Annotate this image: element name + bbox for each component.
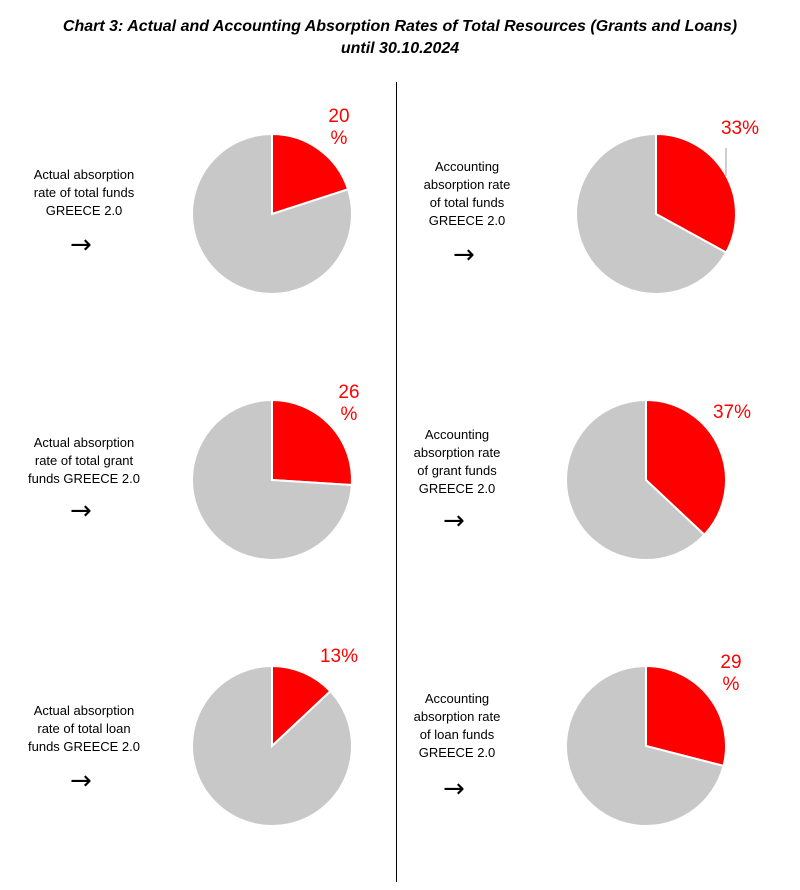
pie-slice-remaining — [191, 664, 353, 827]
right-arrow-icon: → — [70, 496, 92, 526]
pie-slice-remaining — [191, 132, 353, 295]
pie-value-label: 29 % — [720, 652, 742, 695]
pie-slice-absorbed — [645, 664, 727, 768]
pie-value-label: 13% — [319, 646, 359, 667]
pie-slice-absorbed — [645, 398, 727, 537]
pie-description: Accounting absorption rate of loan funds… — [413, 691, 501, 760]
pie-slice-absorbed — [271, 398, 353, 487]
vertical-divider — [396, 82, 397, 882]
right-arrow-icon: → — [453, 240, 475, 270]
pie-slice-remaining — [565, 398, 706, 561]
pie-chart — [191, 132, 353, 295]
pie-value-label: 26 % — [338, 382, 360, 425]
pie-chart — [565, 664, 727, 827]
pie-slice-absorbed — [271, 132, 350, 216]
pie-value-label: 37% — [712, 402, 752, 423]
pie-description: Actual absorption rate of total loan fun… — [28, 703, 140, 754]
pie-value-label: 33% — [720, 118, 760, 139]
pie-slice-remaining — [575, 132, 728, 295]
pie-chart — [565, 398, 727, 561]
leader-line — [725, 148, 727, 176]
right-arrow-icon: → — [443, 774, 465, 804]
pie-slice-remaining — [565, 664, 725, 827]
pie-description: Accounting absorption rate of grant fund… — [413, 427, 501, 496]
pie-chart — [575, 132, 737, 295]
pie-chart — [191, 664, 353, 827]
pie-slice-remaining — [191, 398, 353, 561]
pie-description: Actual absorption rate of total funds GR… — [33, 167, 135, 218]
pie-description: Actual absorption rate of total grant fu… — [28, 435, 140, 486]
right-arrow-icon: → — [70, 766, 92, 796]
right-arrow-icon: → — [70, 230, 92, 260]
pie-slice-absorbed — [271, 664, 332, 749]
pie-description: Accounting absorption rate of total fund… — [423, 159, 511, 228]
chart-title: Chart 3: Actual and Accounting Absorptio… — [62, 18, 738, 57]
pie-slice-absorbed — [655, 132, 737, 254]
right-arrow-icon: → — [443, 506, 465, 536]
pie-chart — [191, 398, 353, 561]
pie-value-label: 20 % — [328, 106, 350, 149]
